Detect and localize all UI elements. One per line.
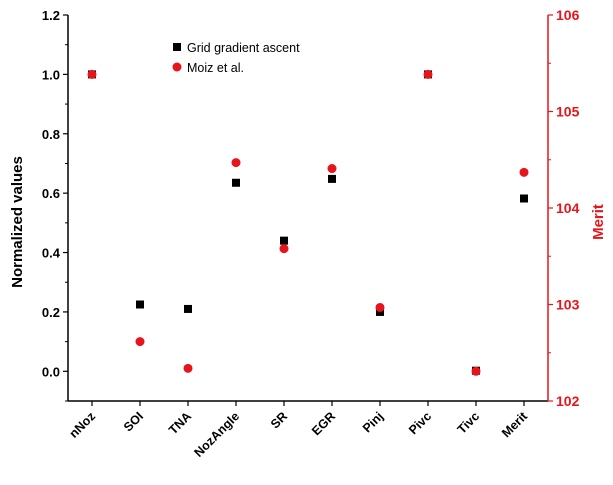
data-point-moiz	[327, 164, 337, 174]
legend-marker-grid	[173, 43, 181, 51]
data-point-grid	[280, 236, 288, 245]
data-point-moiz	[231, 158, 241, 168]
data-point-grid	[520, 194, 528, 203]
legend: Grid gradient ascent Moiz et al.	[172, 41, 300, 75]
y-tick-label-left: 0.8	[42, 127, 60, 142]
y-tick-label-left: 1.2	[42, 8, 60, 23]
legend-marker-moiz	[172, 62, 182, 72]
data-point-grid	[184, 304, 192, 313]
y-axis-right-label: Merit	[590, 204, 607, 240]
data-point-moiz	[519, 167, 529, 177]
data-point-moiz	[87, 69, 97, 79]
data-marks	[87, 69, 529, 376]
y-tick-label-left: 0.0	[42, 364, 60, 379]
y-tick-label-left: 1.0	[42, 67, 60, 82]
data-point-moiz	[135, 337, 145, 347]
data-point-moiz	[471, 366, 481, 376]
data-point-grid	[136, 300, 144, 309]
data-point-moiz	[183, 363, 193, 373]
y-tick-label-left: 0.4	[42, 246, 61, 261]
data-point-moiz	[375, 302, 385, 312]
y-tick-label-right: 102	[556, 393, 580, 409]
y-tick-label-right: 106	[556, 7, 580, 23]
data-point-grid	[328, 174, 336, 183]
data-point-grid	[232, 178, 240, 187]
y-tick-label-left: 0.2	[42, 305, 60, 320]
y-tick-label-right: 104	[556, 200, 580, 216]
y-axis-label: Normalized values	[9, 156, 26, 288]
y-tick-label-right: 105	[556, 104, 580, 120]
legend-label-moiz: Moiz et al.	[187, 61, 244, 75]
y-tick-label-left: 0.6	[42, 186, 60, 201]
data-point-moiz	[423, 69, 433, 79]
data-point-moiz	[279, 244, 289, 254]
y-tick-label-right: 103	[556, 297, 580, 313]
legend-label-grid: Grid gradient ascent	[187, 41, 300, 55]
